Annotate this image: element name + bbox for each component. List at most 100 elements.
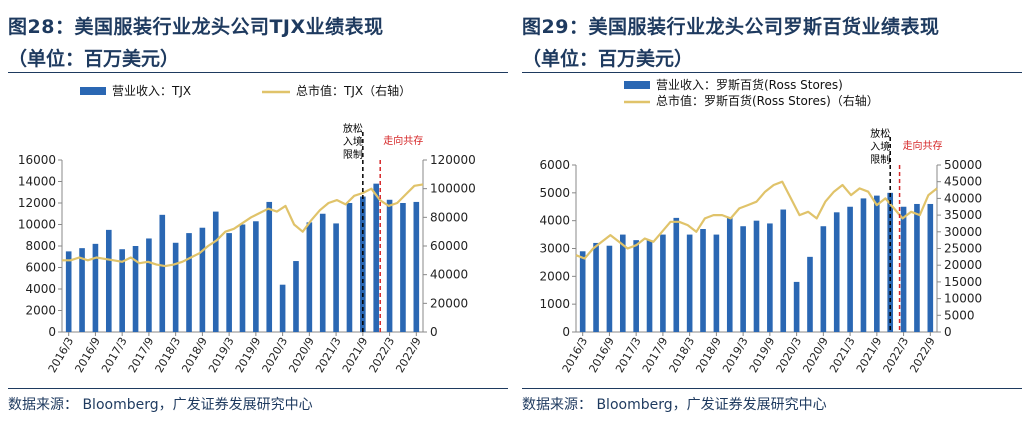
revenue-bar	[579, 251, 586, 332]
source-divider	[8, 388, 508, 389]
revenue-bar	[279, 284, 286, 332]
y2-tick-label: 25000	[944, 242, 982, 256]
revenue-bar	[686, 234, 693, 332]
chart-panel-ross: 图29：美国服装行业龙头公司罗斯百货业绩表现 （单位：百万美元） 营业收入：罗斯…	[514, 0, 1028, 429]
revenue-bar	[606, 245, 613, 332]
revenue-bar	[767, 223, 773, 332]
x-tick-label: 2022/9	[907, 335, 938, 375]
legend-swatch-revenue	[624, 81, 650, 89]
annotation-label: 走向共存	[383, 134, 423, 147]
revenue-bar	[914, 203, 920, 332]
revenue-bar	[239, 224, 246, 332]
revenue-bar	[874, 195, 880, 332]
revenue-bar	[753, 220, 760, 332]
chart-subtitle: （单位：百万美元）	[8, 48, 180, 70]
legend-label-marketcap: 总市值：罗斯百货(Ross Stores)（右轴）	[656, 93, 879, 108]
y-tick-label: 5000	[539, 186, 570, 200]
y2-tick-label: 15000	[944, 275, 982, 289]
chart-title: 图28：美国服装行业龙头公司TJX业绩表现	[8, 16, 384, 38]
revenue-bar	[212, 211, 219, 332]
revenue-bar	[413, 201, 420, 332]
y2-tick-label: 100000	[430, 182, 476, 196]
revenue-bar	[660, 234, 666, 332]
y-tick-label: 8000	[25, 239, 56, 253]
y2-tick-label: 40000	[430, 268, 468, 282]
chart-svg-ross: 营业收入：罗斯百货(Ross Stores)总市值：罗斯百货(Ross Stor…	[539, 77, 982, 375]
revenue-bar	[400, 203, 406, 332]
y2-tick-label: 45000	[944, 175, 982, 189]
revenue-bar	[132, 246, 139, 332]
chart-svg-tjx: 营业收入：TJX 总市值：TJX（右轴） 0 2000 4000 6000 8000 1000…	[18, 83, 476, 375]
y2-tick-label: 35000	[944, 208, 982, 222]
y2-tick-label: 60000	[430, 239, 468, 253]
revenue-bar	[105, 229, 112, 332]
revenue-bar	[92, 243, 99, 332]
annotation-label: 走向共存	[903, 139, 943, 152]
chart-source: 数据来源： Bloomberg，广发证券发展研究中心	[8, 397, 313, 413]
revenue-bar	[65, 251, 72, 332]
revenue-bar	[633, 240, 639, 332]
y2-tick-label: 50000	[944, 158, 982, 172]
revenue-bar	[847, 206, 853, 332]
revenue-bar	[253, 221, 259, 332]
y2-tick-label: 80000	[430, 210, 468, 224]
y-tick-label: 3000	[539, 242, 570, 256]
title-divider	[8, 72, 508, 73]
revenue-bar	[713, 234, 720, 332]
revenue-bar	[346, 203, 353, 332]
revenue-bar	[333, 223, 339, 332]
revenue-bar	[199, 227, 206, 332]
legend-label-marketcap: 总市值：TJX（右轴）	[296, 83, 411, 98]
revenue-bar	[619, 234, 626, 332]
revenue-bar	[646, 240, 653, 332]
y-tick-label: 0	[562, 325, 570, 339]
x-tick-label: 2022/9	[393, 335, 424, 375]
y-tick-label: 4000	[539, 214, 570, 228]
revenue-bar	[226, 233, 232, 332]
y2-tick-label: 40000	[944, 191, 982, 205]
y-tick-label: 0	[48, 325, 56, 339]
revenue-bar	[793, 281, 800, 332]
chart-title: 图29：美国服装行业龙头公司罗斯百货业绩表现	[522, 16, 940, 38]
y2-tick-label: 20000	[430, 296, 468, 310]
revenue-bar	[266, 201, 273, 332]
y-tick-label: 1000	[539, 297, 570, 311]
y2-tick-label: 30000	[944, 225, 982, 239]
legend-swatch-revenue	[80, 87, 106, 95]
revenue-bar	[79, 248, 85, 332]
revenue-bar	[726, 217, 733, 332]
y-tick-label: 10000	[18, 218, 56, 232]
revenue-bar	[900, 206, 907, 332]
revenue-bar	[386, 199, 393, 332]
revenue-bar	[293, 261, 299, 332]
y2-tick-label: 0	[430, 325, 438, 339]
annotation-label: 放松入境限制	[870, 127, 890, 166]
title-divider	[522, 72, 1022, 73]
revenue-bar	[373, 183, 380, 332]
revenue-bar	[119, 249, 125, 332]
revenue-bar	[319, 213, 326, 332]
y-tick-label: 2000	[25, 304, 56, 318]
legend-label-revenue: 营业收入：TJX	[112, 84, 191, 98]
y2-tick-label: 0	[944, 325, 952, 339]
revenue-bar	[833, 212, 840, 332]
chart-panel-tjx: 图28：美国服装行业龙头公司TJX业绩表现 （单位：百万美元） 营业收入：TJX…	[8, 16, 508, 413]
annotation-label: 放松入境限制	[343, 122, 363, 161]
y-tick-label: 6000	[25, 261, 56, 275]
y2-tick-label: 20000	[944, 258, 982, 272]
revenue-bar	[807, 256, 813, 332]
y-tick-label: 16000	[18, 153, 56, 167]
revenue-bar	[860, 198, 867, 332]
y2-tick-label: 5000	[944, 308, 975, 322]
y-tick-label: 4000	[25, 282, 56, 296]
revenue-bar	[820, 226, 827, 332]
revenue-bar	[887, 192, 894, 332]
revenue-bar	[159, 214, 166, 332]
revenue-bar	[593, 242, 599, 332]
revenue-bar	[360, 196, 366, 332]
revenue-bar	[927, 203, 934, 332]
chart-source: 数据来源： Bloomberg，广发证券发展研究中心	[522, 397, 827, 413]
marketcap-line	[62, 183, 424, 268]
revenue-bar	[306, 222, 313, 332]
y2-tick-label: 10000	[944, 292, 982, 306]
